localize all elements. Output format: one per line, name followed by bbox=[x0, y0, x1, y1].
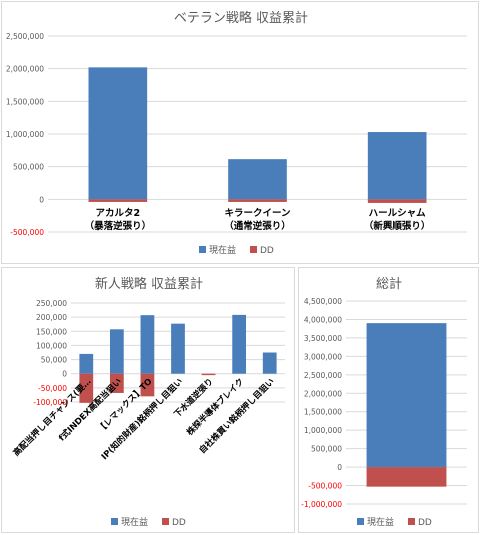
y-tick-label: 0 bbox=[62, 370, 67, 379]
y-tick-label: 4,000,000 bbox=[304, 315, 342, 324]
y-tick-label: 100,000 bbox=[36, 341, 67, 350]
y-tick-label: -500,000 bbox=[10, 228, 44, 237]
y-tick-label: 2,000,000 bbox=[6, 65, 44, 74]
veteran-chart-svg: ベテラン戦略 収益累計 -500,000 0 500,000 1,000,000 1,50… bbox=[6, 10, 467, 256]
y-tick-label: 1,500,000 bbox=[304, 408, 342, 417]
y-tick-label: 3,000,000 bbox=[304, 352, 342, 361]
profit-bar bbox=[88, 67, 148, 200]
dd-bar bbox=[88, 199, 148, 202]
newcomer-strategy-chart: 新人戦略 収益累計 -100,000 -50,000 0 50,000 100,000 15… bbox=[1, 267, 295, 533]
profit-bar bbox=[366, 323, 447, 468]
y-tick-label: 500,000 bbox=[311, 445, 342, 454]
chart-title: ベテラン戦略 収益累計 bbox=[174, 10, 308, 26]
y-tick-label: 2,500,000 bbox=[6, 32, 44, 41]
profit-bar bbox=[228, 159, 287, 200]
veteran-strategy-chart: ベテラン戦略 収益累計 -500,000 0 500,000 1,000,000 1,50… bbox=[1, 1, 479, 264]
dd-bar bbox=[201, 373, 216, 376]
y-tick-label: 0 bbox=[39, 195, 44, 204]
y-tick-label: 200,000 bbox=[36, 313, 67, 322]
total-chart-svg: 総計 -1,000,000 -500,000 0 500,000 1,000,000 1,5… bbox=[301, 276, 467, 528]
legend-swatch bbox=[199, 246, 206, 253]
legend-entry: 現在益 bbox=[209, 244, 236, 256]
y-tick-label: 0 bbox=[337, 463, 342, 472]
category-label: 株探半導体ブレイク bbox=[185, 376, 247, 438]
y-tick-label: 3,500,000 bbox=[304, 334, 342, 343]
category-label: （新興順張り） bbox=[364, 220, 431, 232]
y-tick-label: 2,000,000 bbox=[304, 389, 342, 398]
y-tick-label: -1,000,000 bbox=[301, 500, 342, 509]
dd-bar bbox=[366, 467, 447, 487]
legend-entry: DD bbox=[418, 518, 432, 528]
legend-swatch bbox=[162, 518, 169, 525]
profit-bar bbox=[79, 353, 94, 374]
legend-entry: 現在益 bbox=[367, 516, 394, 528]
newcomer-chart-svg: 新人戦略 収益累計 -100,000 -50,000 0 50,000 100,000 15… bbox=[11, 276, 285, 528]
y-tick-label: 150,000 bbox=[36, 327, 67, 336]
y-tick-label: 1,500,000 bbox=[6, 97, 44, 106]
category-label: アカルタ2 bbox=[96, 207, 141, 219]
profit-bar bbox=[109, 329, 124, 374]
legend-entry: 現在益 bbox=[121, 516, 148, 528]
y-tick-label: 50,000 bbox=[41, 356, 67, 365]
y-tick-label: 250,000 bbox=[36, 299, 67, 308]
total-chart: 総計 -1,000,000 -500,000 0 500,000 1,000,000 1,5… bbox=[298, 267, 479, 533]
dd-bar bbox=[367, 199, 427, 203]
profit-bar bbox=[262, 352, 277, 374]
dd-bar bbox=[79, 373, 94, 403]
y-tick-label: 500,000 bbox=[13, 163, 44, 172]
dd-bar bbox=[228, 199, 287, 202]
profit-bar bbox=[171, 323, 185, 374]
legend-entry: DD bbox=[172, 518, 186, 528]
category-label: （暴落逆張り） bbox=[85, 220, 152, 232]
y-tick-label: 1,000,000 bbox=[304, 426, 342, 435]
legend-swatch bbox=[250, 246, 257, 253]
y-tick-label: 2,500,000 bbox=[304, 371, 342, 380]
y-tick-label: -50,000 bbox=[38, 384, 67, 393]
dd-bar bbox=[140, 373, 155, 397]
dd-bar bbox=[109, 373, 124, 393]
profit-bar bbox=[140, 315, 155, 374]
legend-entry: DD bbox=[260, 246, 274, 256]
profit-bar bbox=[367, 132, 427, 200]
category-label: 【レマックス】TO bbox=[96, 376, 155, 435]
y-tick-label: -500,000 bbox=[308, 482, 342, 491]
category-label: （通常逆張り） bbox=[224, 220, 291, 232]
y-tick-label: -100,000 bbox=[33, 398, 67, 407]
category-label: キラークイーン bbox=[224, 208, 290, 219]
legend-swatch bbox=[357, 518, 364, 525]
category-label: ハールシャム bbox=[369, 208, 427, 219]
legend-swatch bbox=[408, 518, 415, 525]
legend-swatch bbox=[111, 518, 118, 525]
profit-bar bbox=[232, 314, 247, 374]
chart-title: 新人戦略 収益累計 bbox=[95, 276, 203, 292]
y-tick-label: 4,500,000 bbox=[304, 297, 342, 306]
y-tick-label: 1,000,000 bbox=[6, 130, 44, 139]
chart-title: 総計 bbox=[376, 276, 402, 292]
